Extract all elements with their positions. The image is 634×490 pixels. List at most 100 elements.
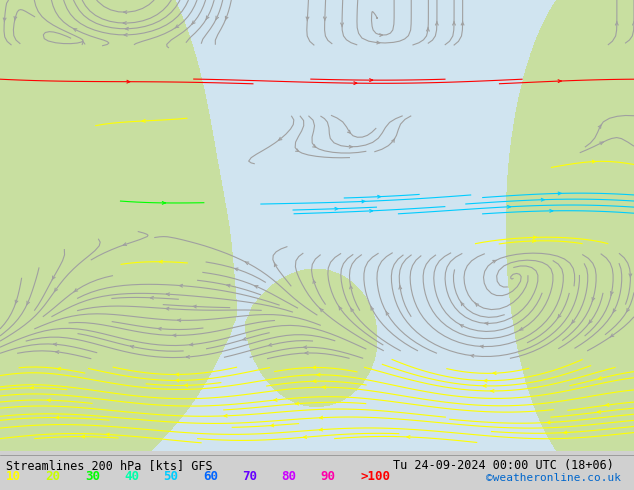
FancyArrowPatch shape [162,201,165,204]
FancyArrowPatch shape [598,377,602,379]
FancyArrowPatch shape [56,416,59,419]
FancyArrowPatch shape [82,41,85,45]
Text: 30: 30 [85,469,100,483]
FancyArrowPatch shape [493,260,496,263]
FancyArrowPatch shape [313,366,316,369]
FancyArrowPatch shape [159,260,162,263]
FancyArrowPatch shape [436,21,438,25]
FancyArrowPatch shape [427,27,429,31]
FancyArrowPatch shape [558,80,561,82]
FancyArrowPatch shape [629,274,631,278]
FancyArrowPatch shape [481,345,483,348]
FancyArrowPatch shape [507,205,510,208]
FancyArrowPatch shape [304,346,307,349]
FancyArrowPatch shape [191,21,195,24]
FancyArrowPatch shape [335,207,338,210]
FancyArrowPatch shape [564,431,567,434]
Text: >100: >100 [360,469,390,483]
FancyArrowPatch shape [305,352,308,354]
FancyArrowPatch shape [184,384,188,387]
FancyArrowPatch shape [58,368,61,370]
FancyArrowPatch shape [166,293,169,295]
Text: 40: 40 [124,469,139,483]
FancyArrowPatch shape [349,146,353,148]
FancyArrowPatch shape [255,286,258,288]
FancyArrowPatch shape [216,16,219,20]
FancyArrowPatch shape [243,338,246,340]
FancyArrowPatch shape [613,309,616,313]
Text: 60: 60 [203,469,218,483]
FancyArrowPatch shape [483,385,486,387]
FancyArrowPatch shape [380,34,382,36]
Text: 50: 50 [164,469,179,483]
FancyArrowPatch shape [176,373,179,376]
FancyArrowPatch shape [340,23,344,27]
FancyArrowPatch shape [235,268,238,270]
FancyArrowPatch shape [175,25,179,28]
FancyArrowPatch shape [461,21,464,25]
FancyArrowPatch shape [295,149,299,151]
FancyArrowPatch shape [227,284,230,287]
FancyArrowPatch shape [533,236,536,239]
FancyArrowPatch shape [275,263,277,267]
FancyArrowPatch shape [150,296,153,299]
FancyArrowPatch shape [572,320,575,323]
FancyArrowPatch shape [190,343,193,346]
FancyArrowPatch shape [48,399,50,402]
FancyArrowPatch shape [206,16,209,20]
FancyArrowPatch shape [475,303,479,306]
FancyArrowPatch shape [131,345,134,348]
FancyArrowPatch shape [323,386,326,389]
FancyArrowPatch shape [304,436,307,439]
FancyArrowPatch shape [142,120,145,122]
Text: 10: 10 [6,469,22,483]
FancyArrowPatch shape [166,307,169,310]
FancyArrowPatch shape [392,139,395,143]
FancyArrowPatch shape [491,390,494,392]
FancyArrowPatch shape [271,424,274,427]
FancyArrowPatch shape [370,210,373,212]
FancyArrowPatch shape [193,305,197,308]
FancyArrowPatch shape [317,373,320,376]
FancyArrowPatch shape [600,142,604,145]
Text: 70: 70 [242,469,257,483]
FancyArrowPatch shape [173,334,176,337]
FancyArrowPatch shape [461,302,464,306]
FancyArrowPatch shape [306,17,309,21]
Text: Streamlines 200 hPa [kts] GFS: Streamlines 200 hPa [kts] GFS [6,459,213,472]
FancyArrowPatch shape [351,308,354,312]
FancyArrowPatch shape [56,351,59,353]
FancyArrowPatch shape [377,41,380,44]
FancyArrowPatch shape [541,198,545,201]
FancyArrowPatch shape [349,285,353,289]
FancyArrowPatch shape [597,411,600,413]
FancyArrowPatch shape [176,379,179,382]
FancyArrowPatch shape [320,428,323,431]
FancyArrowPatch shape [55,288,58,292]
FancyArrowPatch shape [15,300,18,304]
Text: 90: 90 [321,469,336,483]
FancyArrowPatch shape [589,320,592,323]
FancyArrowPatch shape [320,416,323,419]
FancyArrowPatch shape [178,319,181,322]
FancyArrowPatch shape [127,80,130,83]
FancyArrowPatch shape [354,82,357,84]
FancyArrowPatch shape [107,433,109,436]
FancyArrowPatch shape [224,415,227,417]
FancyArrowPatch shape [484,379,487,382]
FancyArrowPatch shape [453,21,455,25]
FancyArrowPatch shape [278,137,282,141]
FancyArrowPatch shape [520,327,523,330]
FancyArrowPatch shape [179,284,183,287]
Text: ©weatheronline.co.uk: ©weatheronline.co.uk [486,472,621,483]
FancyArrowPatch shape [225,16,228,20]
FancyArrowPatch shape [124,11,127,14]
FancyArrowPatch shape [550,210,553,212]
FancyArrowPatch shape [611,334,614,337]
FancyArrowPatch shape [158,327,161,330]
FancyArrowPatch shape [186,356,190,358]
FancyArrowPatch shape [371,306,373,310]
FancyArrowPatch shape [386,311,389,315]
FancyArrowPatch shape [124,33,127,36]
FancyArrowPatch shape [313,380,316,383]
